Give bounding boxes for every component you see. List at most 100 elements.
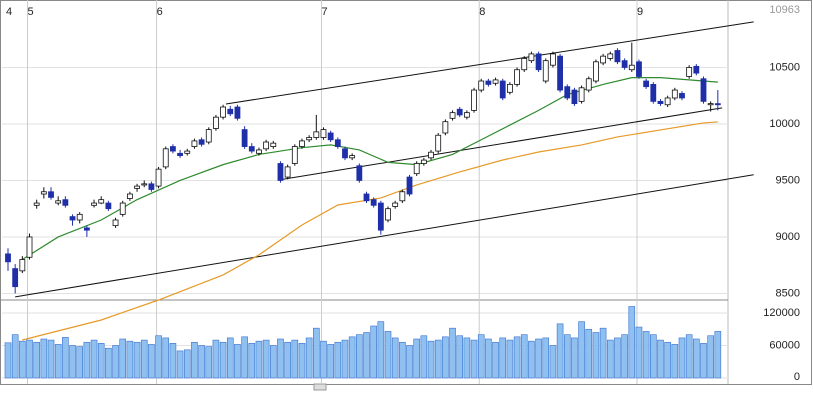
volume-bar — [248, 343, 256, 379]
candle-body — [571, 89, 578, 105]
volume-bar — [363, 332, 370, 379]
volume-bar — [277, 338, 284, 379]
volume-bar — [11, 334, 19, 379]
candle-body — [535, 53, 542, 71]
volume-bar — [19, 340, 26, 379]
candle-body — [234, 106, 241, 119]
y-tick-label: 10500 — [769, 61, 800, 73]
volume-tick-label: 0 — [794, 371, 800, 383]
volume-bar — [176, 350, 184, 379]
candle-body — [119, 202, 126, 215]
candle-body — [334, 139, 341, 147]
volume-bar — [26, 339, 33, 379]
candle-body — [313, 131, 320, 138]
candle-body — [564, 86, 571, 99]
candle-body — [636, 61, 642, 77]
candle-body — [585, 78, 592, 91]
volume-bar — [62, 337, 69, 379]
volume-bar — [69, 345, 76, 379]
volume-bar — [556, 323, 564, 379]
volume-bar — [413, 338, 420, 379]
volume-bar — [470, 339, 478, 379]
volume-bar — [628, 306, 636, 379]
volume-bar — [262, 339, 270, 379]
volume-bar — [97, 343, 105, 379]
candle-body — [456, 108, 463, 116]
volume-bar — [585, 328, 593, 379]
volume-bar — [4, 342, 12, 379]
volume-bar — [463, 337, 471, 379]
candle-body — [26, 236, 33, 258]
candle-body — [205, 129, 212, 143]
volume-bar — [234, 344, 241, 379]
volume-bar — [678, 337, 686, 379]
volume-bar — [162, 337, 170, 379]
volume-bar — [442, 336, 449, 379]
y-tick-label: 9000 — [776, 231, 800, 243]
candle-body — [392, 202, 399, 207]
candle-body — [40, 191, 47, 195]
volume-bar — [520, 334, 528, 379]
volume-bar — [434, 339, 442, 379]
candle-body — [342, 148, 348, 159]
candle-body — [363, 193, 370, 202]
trend-line — [15, 174, 754, 298]
volume-bar — [642, 331, 650, 379]
candle-body — [499, 80, 506, 99]
volume-bar — [542, 337, 550, 379]
candle-body — [528, 53, 535, 62]
candle-body — [686, 67, 693, 77]
candle-body — [385, 208, 391, 221]
candle-body — [542, 60, 549, 82]
candle-body — [112, 219, 119, 227]
candle-body — [442, 121, 449, 134]
candle-body — [435, 134, 442, 152]
candle-body — [177, 152, 183, 156]
scroll-thumb[interactable] — [313, 383, 327, 391]
candle-body — [306, 137, 313, 141]
volume-bar — [83, 341, 91, 379]
volume-bar — [563, 334, 571, 379]
volume-bar — [370, 325, 377, 379]
volume-bar — [693, 338, 700, 379]
candle-body — [241, 129, 248, 147]
candle-body — [5, 253, 11, 263]
candle-body — [69, 216, 76, 221]
candle-body — [19, 259, 26, 272]
volume-bar — [191, 341, 198, 379]
volume-bar — [657, 339, 664, 379]
volume-bar — [212, 339, 220, 379]
candle-body — [349, 155, 356, 159]
volume-bar — [327, 344, 334, 379]
volume-bar — [112, 345, 119, 379]
x-tick-label: 6 — [157, 6, 163, 18]
candle-body — [98, 199, 105, 204]
candle-body — [12, 268, 19, 288]
candle-body — [105, 202, 112, 210]
volume-bar — [226, 337, 234, 379]
candle-body — [679, 93, 685, 99]
candle-body — [162, 148, 169, 168]
volume-bar — [535, 338, 542, 379]
candle-body — [270, 142, 277, 147]
volume-tick-label: 60000 — [769, 339, 800, 351]
candle-body — [134, 185, 140, 189]
volume-bar — [90, 339, 98, 379]
volume-bar — [341, 339, 349, 379]
volume-bar — [513, 336, 521, 379]
candle-body — [399, 191, 406, 202]
moving-average — [22, 77, 718, 261]
frame — [0, 0, 812, 385]
candle-body — [578, 87, 585, 102]
volume-bar — [420, 335, 428, 379]
volume-bar — [635, 326, 643, 379]
volume-bar — [606, 339, 614, 379]
candle-body — [356, 165, 363, 181]
volume-bar — [377, 321, 385, 379]
candle-body — [700, 78, 707, 102]
candle-body — [607, 53, 614, 59]
candle-body — [141, 183, 148, 186]
volume-bar — [47, 339, 55, 379]
candle-body — [220, 106, 227, 118]
